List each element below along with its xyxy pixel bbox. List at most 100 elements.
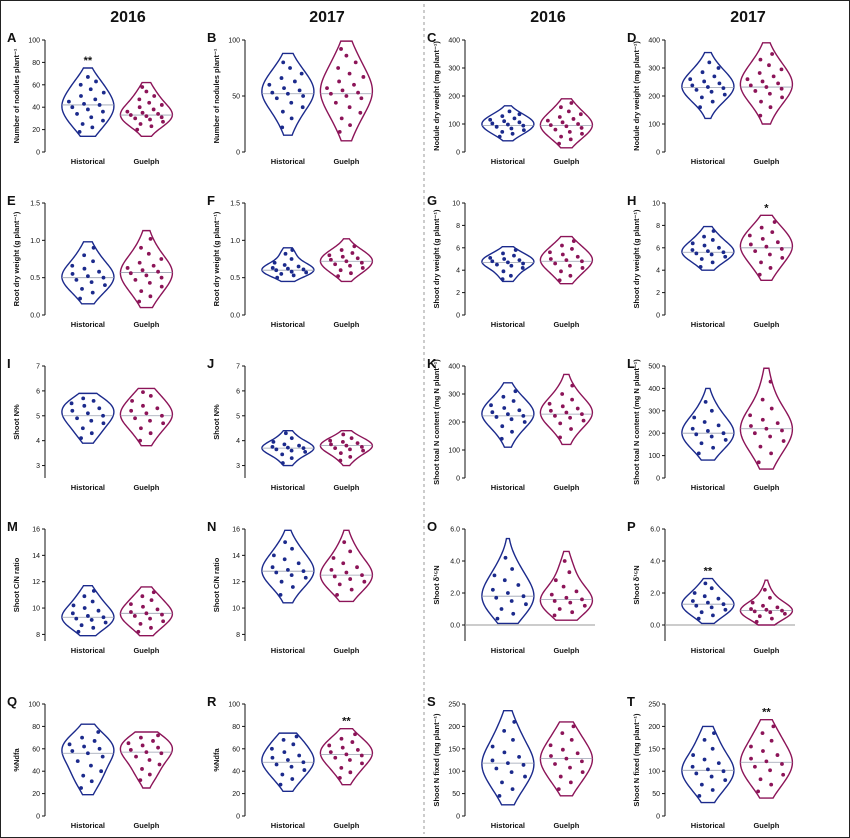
data-point bbox=[760, 79, 765, 84]
data-point bbox=[75, 759, 80, 764]
data-point bbox=[138, 778, 143, 783]
x-category-label: Guelph bbox=[133, 483, 159, 492]
data-point bbox=[304, 270, 309, 275]
data-point bbox=[497, 134, 502, 139]
y-tick-label: 6.0 bbox=[450, 527, 460, 534]
data-point bbox=[141, 403, 145, 408]
data-point bbox=[764, 426, 769, 431]
y-tick-label: 0 bbox=[236, 150, 240, 157]
data-point bbox=[767, 63, 771, 68]
y-tick-label: 4 bbox=[456, 268, 460, 275]
data-point bbox=[694, 87, 699, 92]
data-point bbox=[91, 625, 96, 630]
y-tick-label: 200 bbox=[648, 94, 660, 101]
data-point bbox=[275, 275, 280, 280]
y-tick-label: 100 bbox=[28, 702, 40, 709]
y-tick-label: 100 bbox=[28, 38, 40, 45]
data-point bbox=[97, 103, 102, 107]
data-point bbox=[341, 561, 346, 566]
data-point bbox=[568, 415, 572, 420]
y-tick-label: 0 bbox=[236, 814, 240, 821]
y-tick-label: 6 bbox=[456, 245, 460, 252]
data-point bbox=[140, 268, 145, 273]
violin-historical bbox=[261, 430, 315, 467]
y-tick-label: 8 bbox=[236, 632, 240, 639]
data-point bbox=[559, 134, 563, 139]
data-point bbox=[769, 782, 774, 787]
y-tick-label: 100 bbox=[648, 453, 660, 460]
y-tick-label: 10 bbox=[232, 606, 240, 613]
data-point bbox=[338, 451, 343, 456]
y-tick-label: 0.0 bbox=[450, 623, 460, 630]
data-point bbox=[510, 429, 514, 434]
data-point bbox=[553, 413, 557, 418]
data-point bbox=[138, 621, 143, 626]
data-point bbox=[758, 57, 763, 62]
data-point bbox=[764, 244, 769, 249]
x-category-label: Guelph bbox=[133, 646, 159, 655]
data-point bbox=[517, 112, 522, 117]
y-tick-label: 3 bbox=[236, 463, 240, 470]
y-axis-label: Nodule dry weight (mg plant⁻¹) bbox=[632, 41, 641, 151]
data-point bbox=[282, 86, 286, 91]
data-point bbox=[521, 128, 526, 133]
data-point bbox=[757, 71, 762, 75]
data-point bbox=[140, 767, 144, 771]
data-point bbox=[278, 782, 283, 787]
data-point bbox=[511, 611, 516, 616]
data-point bbox=[327, 743, 332, 748]
data-point bbox=[756, 460, 761, 465]
data-point bbox=[148, 393, 153, 398]
panel-L: L 0 100 200 300 400 500 Shoot toal N content (m… bbox=[627, 356, 794, 492]
x-category-label: Historical bbox=[691, 483, 725, 492]
data-point bbox=[139, 245, 143, 250]
data-point bbox=[552, 613, 557, 618]
data-point bbox=[289, 436, 294, 441]
data-point bbox=[70, 749, 75, 753]
data-point bbox=[344, 752, 349, 757]
data-point bbox=[490, 744, 495, 749]
data-point bbox=[567, 570, 572, 575]
data-point bbox=[144, 89, 149, 94]
data-point bbox=[716, 596, 721, 601]
y-tick-label: 0.5 bbox=[230, 275, 240, 282]
data-point bbox=[349, 436, 354, 441]
data-point bbox=[280, 125, 285, 130]
data-point bbox=[753, 89, 758, 93]
data-point bbox=[559, 269, 563, 274]
data-point bbox=[289, 100, 294, 105]
data-point bbox=[562, 559, 567, 563]
data-point bbox=[101, 109, 105, 114]
data-point bbox=[690, 426, 695, 431]
data-point bbox=[721, 86, 726, 91]
data-point bbox=[359, 444, 364, 449]
data-point bbox=[86, 274, 90, 279]
data-point bbox=[709, 252, 714, 257]
y-axis-label: Shoot N fixed (mg plant⁻¹) bbox=[432, 713, 441, 807]
data-point bbox=[747, 233, 752, 238]
y-tick-label: 5 bbox=[236, 413, 240, 420]
data-point bbox=[560, 747, 565, 752]
data-point bbox=[289, 116, 294, 121]
data-point bbox=[495, 616, 500, 621]
data-point bbox=[764, 759, 769, 764]
data-point bbox=[512, 253, 516, 258]
data-point bbox=[294, 734, 299, 739]
data-point bbox=[758, 777, 763, 782]
y-tick-label: 100 bbox=[228, 38, 240, 45]
data-point bbox=[270, 746, 274, 751]
data-point bbox=[94, 79, 98, 84]
x-category-label: Historical bbox=[271, 821, 305, 830]
violin-historical bbox=[481, 710, 535, 806]
data-point bbox=[344, 94, 349, 98]
y-tick-label: 8 bbox=[656, 223, 660, 230]
panel-label: A bbox=[7, 30, 17, 45]
data-point bbox=[270, 444, 275, 449]
x-category-label: Historical bbox=[491, 646, 525, 655]
data-point bbox=[780, 95, 784, 100]
data-point bbox=[79, 436, 83, 441]
data-point bbox=[758, 113, 763, 118]
data-point bbox=[160, 413, 164, 418]
data-point bbox=[279, 579, 284, 584]
